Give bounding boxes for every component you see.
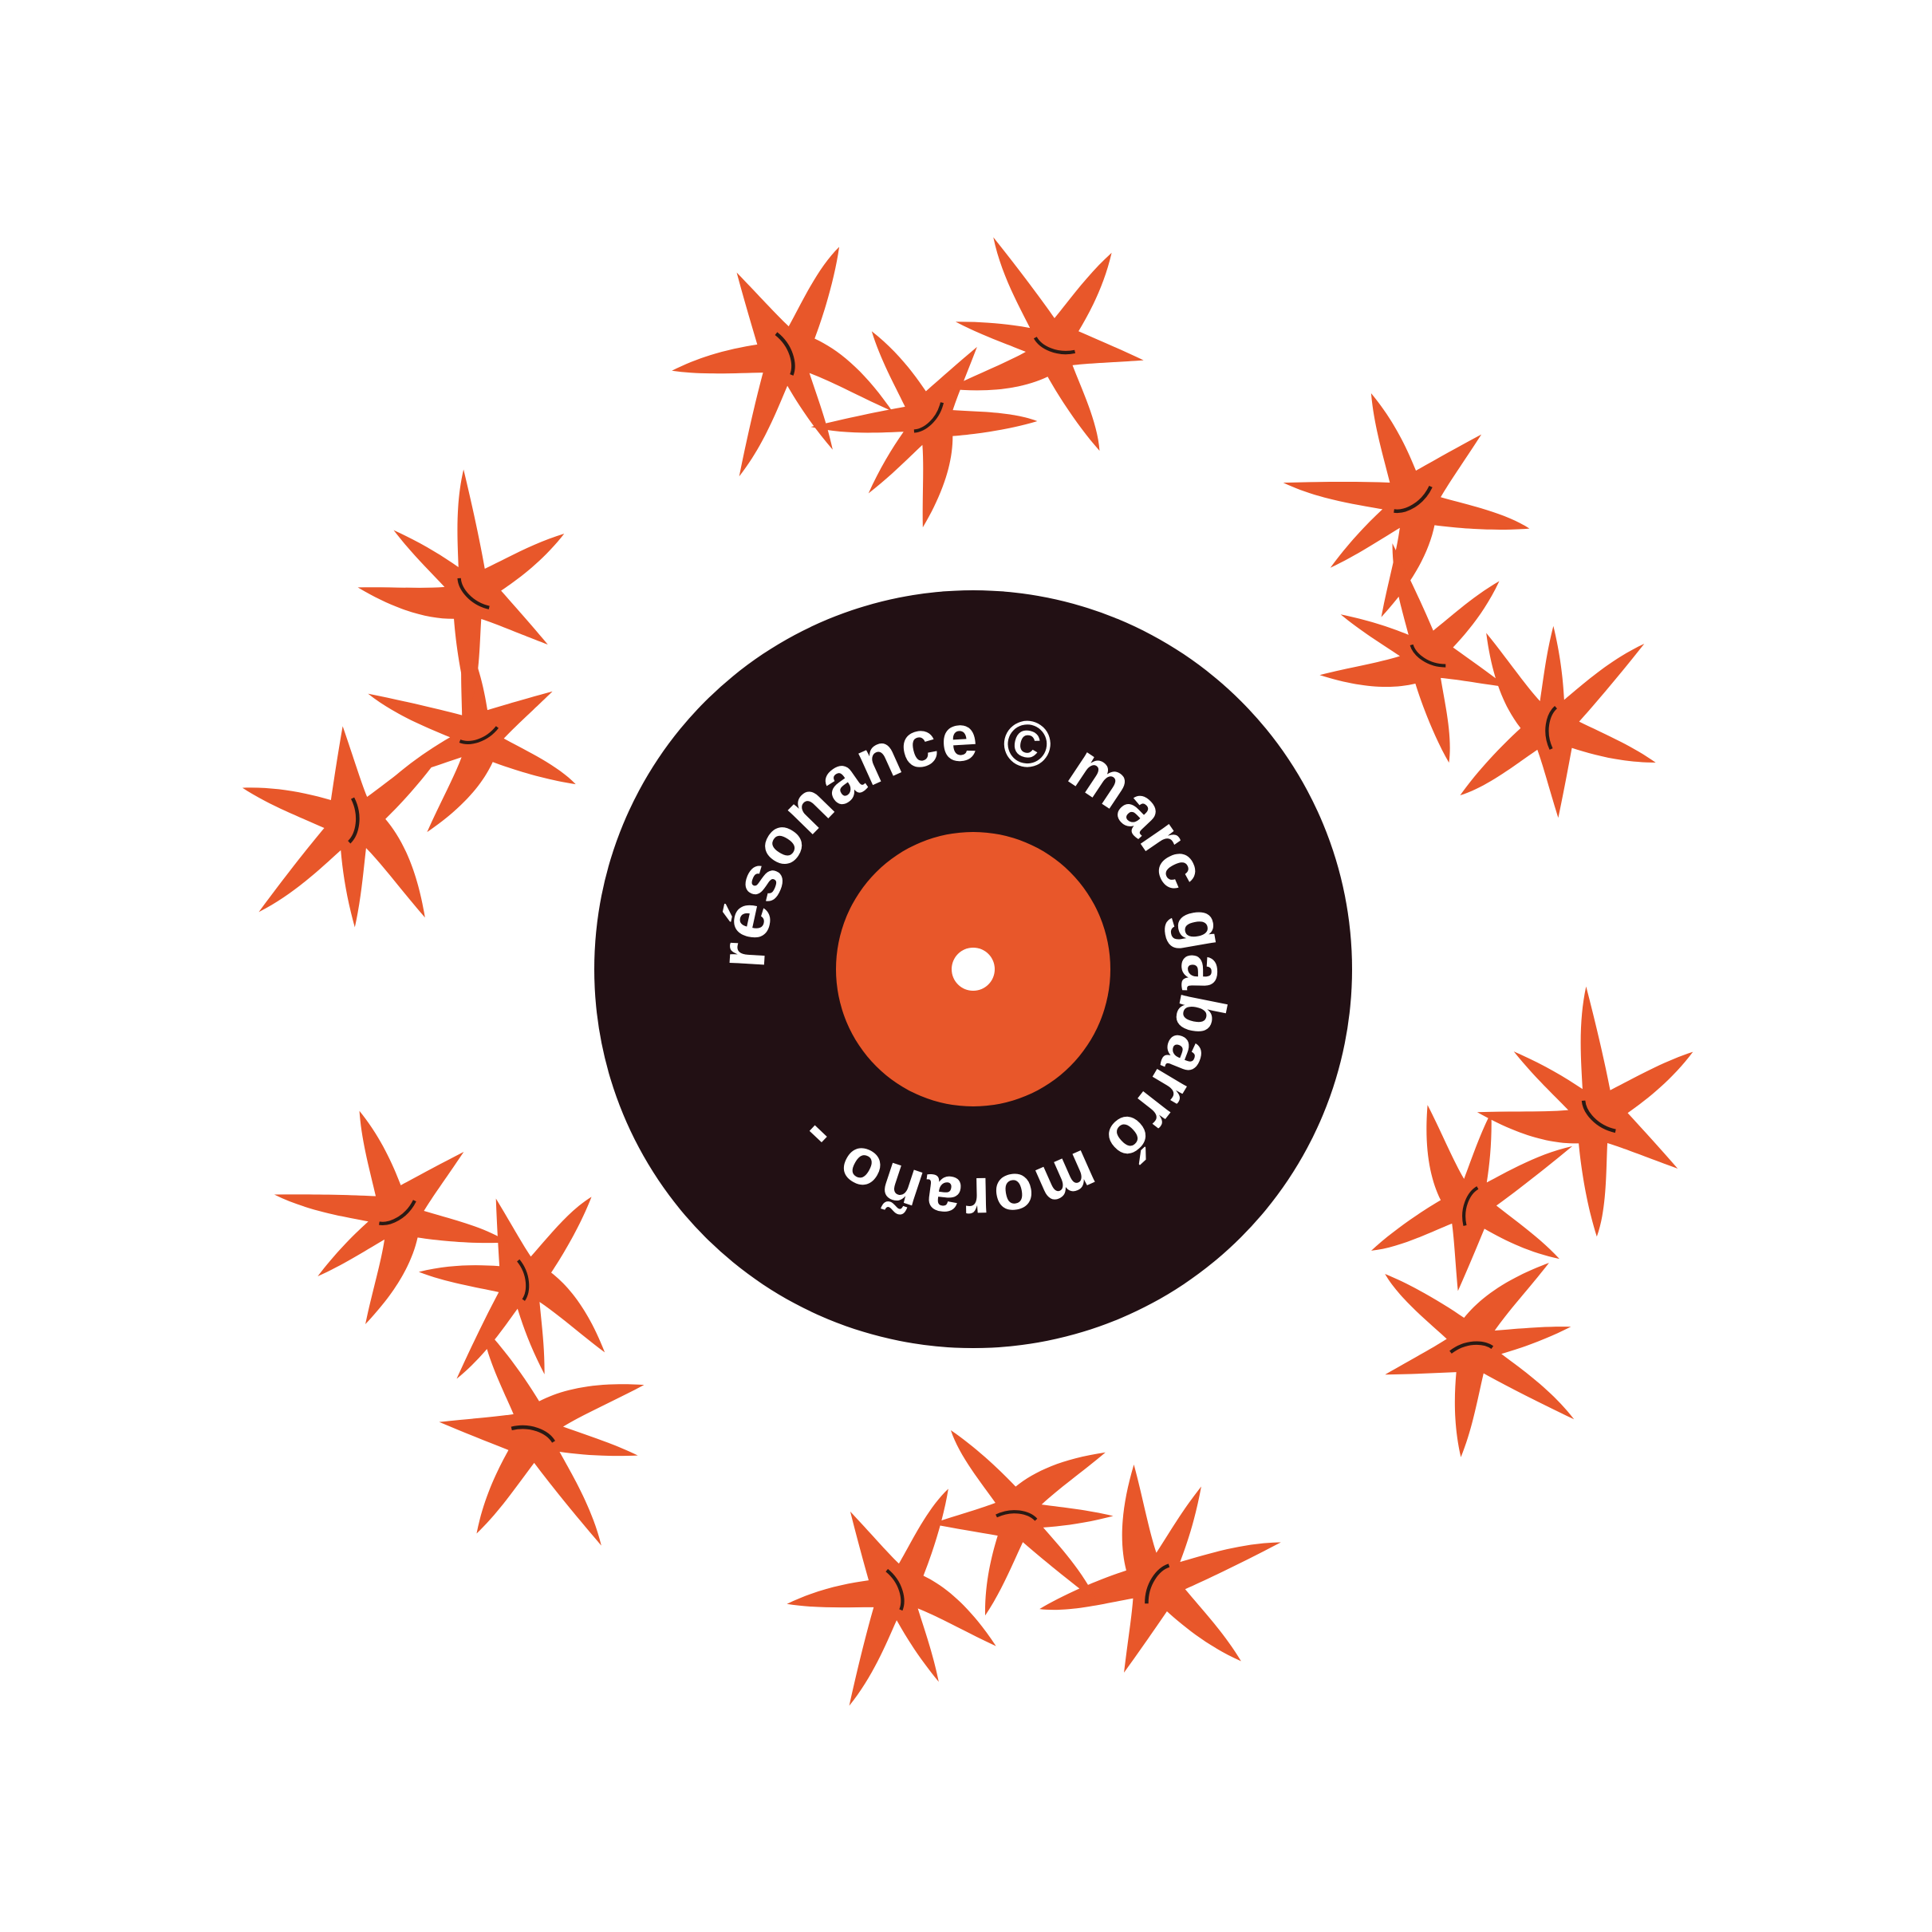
vinyl-record (594, 590, 1352, 1348)
spindle-hole (952, 948, 995, 991)
